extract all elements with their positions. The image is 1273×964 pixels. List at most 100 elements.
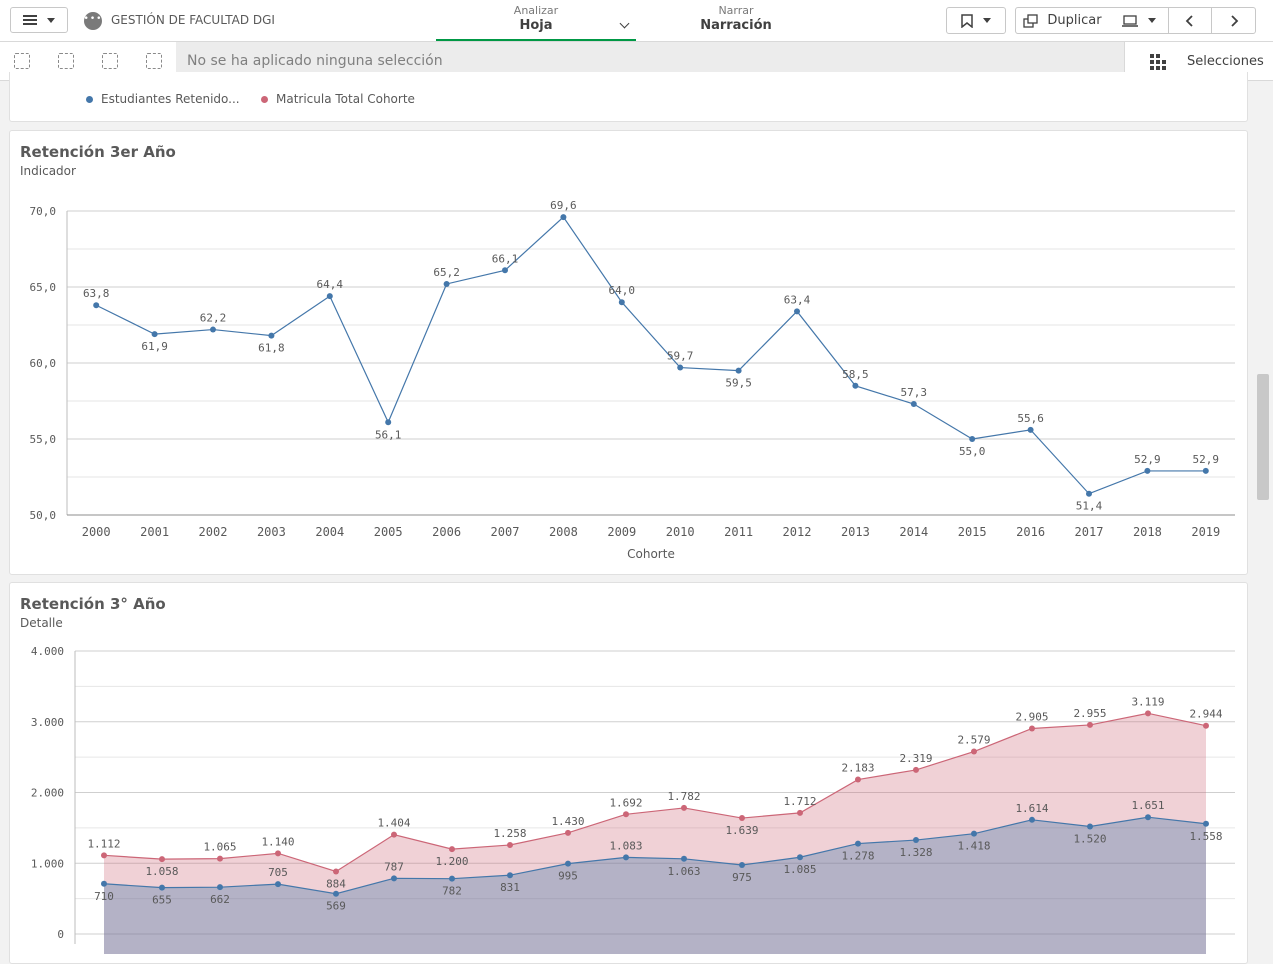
x-tick-label: 2015 [958, 525, 987, 539]
data-point [681, 804, 687, 811]
tab-analizar[interactable]: Analizar Hoja [436, 4, 636, 41]
x-tick-label: 2002 [199, 525, 228, 539]
data-label: 1.558 [1189, 830, 1222, 843]
data-point [1202, 467, 1209, 474]
chevron-down-icon [47, 17, 55, 23]
data-label: 57,3 [901, 386, 928, 399]
selections-label: Selecciones [1187, 54, 1264, 69]
step-forward-icon[interactable] [102, 53, 118, 69]
data-label: 1.085 [783, 863, 816, 876]
x-tick-label: 2001 [140, 525, 169, 539]
data-point [739, 815, 745, 822]
chart-card-retencion-indicador[interactable]: Retención 3er Año Indicador 50,0 55,0 60,0… [9, 130, 1248, 575]
data-label: 1.639 [725, 824, 758, 837]
legend-item-retenidos[interactable]: Estudiantes Retenido... [86, 92, 240, 106]
data-label: 2.579 [957, 734, 990, 747]
data-point [1144, 467, 1151, 474]
chart-subtitle: Detalle [20, 616, 63, 630]
data-point [275, 850, 281, 857]
smart-search-icon[interactable] [14, 53, 30, 69]
data-point [502, 267, 508, 274]
main-menu-button[interactable] [10, 7, 68, 33]
data-label: 787 [384, 860, 404, 873]
data-point [391, 831, 397, 838]
y-tick-label: 55,0 [30, 433, 57, 446]
bookmark-button[interactable] [946, 7, 1006, 34]
tab-narrar-sub: Narrar [718, 4, 754, 17]
tab-analizar-sub: Analizar [513, 4, 559, 17]
next-sheet-button[interactable] [1211, 7, 1256, 34]
chevron-left-icon [1185, 14, 1193, 27]
data-label: 52,9 [1193, 453, 1220, 466]
data-point [1029, 816, 1035, 823]
data-point [391, 875, 397, 882]
previous-sheet-button[interactable] [1168, 7, 1212, 34]
data-point [797, 809, 803, 816]
x-tick-label: 2014 [899, 525, 928, 539]
series-line [95, 216, 1206, 495]
data-label: 1.065 [203, 841, 236, 854]
data-point [217, 855, 223, 862]
y-tick-label: 4.000 [31, 645, 64, 658]
device-view-button[interactable] [1109, 7, 1169, 34]
chart-subtitle: Indicador [20, 164, 76, 178]
legend-dot [86, 95, 93, 103]
x-axis-title: Cohorte [627, 547, 675, 561]
step-back-icon[interactable] [58, 53, 74, 69]
data-label: 63,8 [83, 287, 110, 300]
x-tick-label: 2007 [491, 525, 520, 539]
data-point [560, 214, 567, 221]
data-label: 61,9 [141, 340, 168, 353]
app-title: GESTIÓN DE FACULTAD DGI [111, 13, 275, 27]
data-label: 55,0 [959, 445, 986, 458]
bookmark-icon [961, 13, 973, 28]
chart-card-retencion-detalle[interactable]: Retención 3° Año Detalle 0 1.000 2.000 3.00… [9, 582, 1248, 964]
data-label: 1.651 [1131, 799, 1164, 812]
data-point [971, 830, 977, 837]
legend-item-matricula[interactable]: Matricula Total Cohorte [261, 92, 415, 106]
data-label: 1.112 [87, 837, 120, 850]
data-point [681, 855, 687, 862]
tab-narrar-main: Narración [700, 18, 772, 33]
x-tick-label: 2013 [841, 525, 870, 539]
data-label: 56,1 [375, 428, 402, 441]
data-point [913, 766, 919, 773]
data-label: 63,4 [784, 293, 811, 306]
data-point [210, 326, 216, 333]
top-toolbar: ••• GESTIÓN DE FACULTAD DGI Analizar Hoj… [0, 0, 1273, 42]
x-tick-label: 2012 [783, 525, 812, 539]
duplicate-button[interactable]: Duplicar [1015, 7, 1110, 34]
data-label: 705 [268, 866, 288, 879]
selections-button[interactable]: Selecciones [1124, 42, 1273, 80]
data-point [507, 872, 513, 879]
data-label: 69,6 [550, 199, 577, 212]
data-point [855, 840, 861, 847]
data-point [565, 860, 571, 867]
x-tick-label: 2016 [1016, 525, 1045, 539]
data-label: 1.712 [783, 795, 816, 808]
data-point [268, 332, 275, 339]
data-label: 1.692 [609, 796, 642, 809]
laptop-icon [1121, 14, 1138, 27]
tab-narrar[interactable]: Narrar Narración [686, 4, 786, 41]
data-label: 569 [326, 900, 346, 913]
data-label: 1.278 [841, 850, 874, 863]
data-point [1087, 823, 1093, 830]
legend-label: Estudiantes Retenido... [101, 92, 240, 106]
data-point [1029, 725, 1035, 732]
data-point [93, 302, 100, 309]
y-tick-label: 2.000 [31, 787, 64, 800]
data-point [565, 829, 571, 836]
clear-selections-icon[interactable] [146, 53, 162, 69]
line-chart[interactable]: 50,0 55,0 60,0 65,0 70,0 2000 2001 2002 2003 2004… [10, 131, 1247, 574]
hamburger-icon [23, 15, 37, 25]
data-label: 1.258 [493, 827, 526, 840]
legend-label: Matricula Total Cohorte [276, 92, 415, 106]
data-point [449, 875, 455, 882]
x-tick-label: 2009 [607, 525, 636, 539]
data-point [449, 846, 455, 853]
data-point [739, 862, 745, 869]
area-chart[interactable]: 0 1.000 2.000 3.000 4.000 1.112 1.058 1.065 1.14… [10, 583, 1247, 963]
data-label: 1.063 [667, 865, 700, 878]
page-scrollbar[interactable] [1257, 374, 1269, 500]
